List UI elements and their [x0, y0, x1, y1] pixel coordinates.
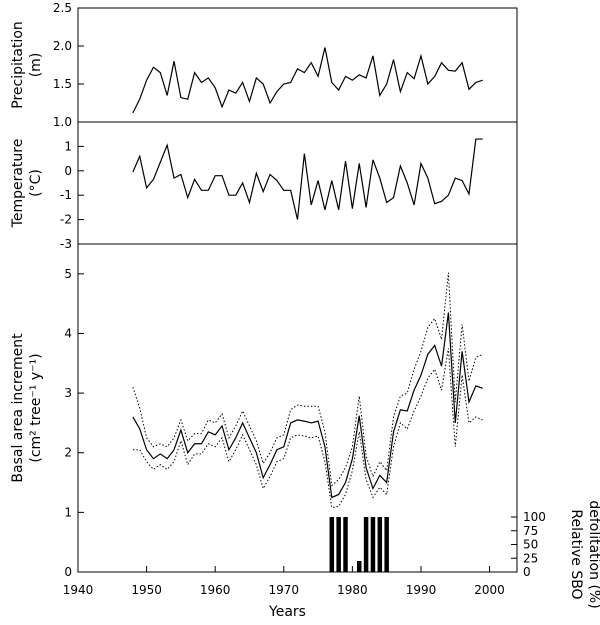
y2-tick-label: 100 [523, 510, 546, 524]
y-tick-label: 2.5 [53, 1, 72, 15]
defoliation-bar [370, 517, 376, 572]
x-axis-title: Years [268, 604, 306, 620]
y-axis-title: (m) [28, 53, 44, 78]
y2-tick-label: 0 [523, 565, 531, 579]
y-tick-label: -2 [60, 213, 72, 227]
x-tick-label: 2000 [474, 583, 505, 597]
y2-axis-title: defolitation (%) [586, 500, 600, 608]
series-line [132, 138, 483, 220]
y-tick-label: 0 [64, 565, 72, 579]
defoliation-bar [356, 561, 362, 572]
basal-area-panel: 0 1 2 3 4 5 Basal area increment (cm² tree⁻¹ y⁻… [10, 243, 600, 620]
y-axis-title: Basal area increment [10, 333, 26, 483]
precipitation-panel: 1.0 1.5 2.0 2.5 Precipitation (m) [10, 1, 518, 129]
y-tick-label: 1 [64, 139, 72, 153]
y-axis-title: Precipitation [10, 21, 26, 109]
y-tick-label: 1.5 [53, 77, 72, 91]
x-tick-label: 1970 [269, 583, 300, 597]
plot-frame [77, 7, 518, 123]
y-tick-label: -1 [60, 188, 72, 202]
series-line [132, 312, 483, 499]
y-tick-label: 4 [64, 326, 72, 340]
y-axis-title: Temperature [10, 139, 26, 229]
y-tick-label: 5 [64, 267, 72, 281]
plot-frame [77, 121, 518, 245]
defoliation-bar [343, 517, 348, 572]
x-tick-label: 1990 [406, 583, 437, 597]
defoliation-bar [377, 517, 383, 572]
defoliation-bar [329, 517, 335, 572]
y-tick-label: 1.0 [53, 115, 72, 129]
plot-frame [77, 243, 518, 573]
confidence-line [132, 272, 483, 487]
defoliation-bar [363, 517, 369, 572]
confidence-line [132, 348, 483, 509]
y-axis-title: (cm² tree⁻¹ y⁻¹) [28, 353, 44, 462]
y-tick-label: 2 [64, 446, 72, 460]
y2-tick-label: 25 [523, 551, 538, 565]
y-tick-label: -3 [60, 237, 72, 251]
temperature-panel: -3 -2 -1 0 1 Temperature (°C) [10, 121, 518, 251]
x-tick-label: 1980 [337, 583, 368, 597]
defoliation-bar [336, 517, 341, 572]
y-axis-title: (°C) [28, 169, 44, 197]
y2-tick-label: 75 [523, 524, 538, 538]
x-tick-label: 1950 [131, 583, 162, 597]
y2-axis-title: Relative SBO [568, 509, 584, 599]
y-tick-label: 1 [64, 505, 72, 519]
y-tick-label: 3 [64, 386, 72, 400]
defoliation-bar [384, 517, 389, 572]
series-line [132, 47, 483, 114]
y-tick-label: 2.0 [53, 39, 72, 53]
y2-tick-label: 50 [523, 538, 538, 552]
x-tick-label: 1960 [200, 583, 231, 597]
y-tick-label: 0 [64, 164, 72, 178]
x-tick-label: 1940 [63, 583, 94, 597]
